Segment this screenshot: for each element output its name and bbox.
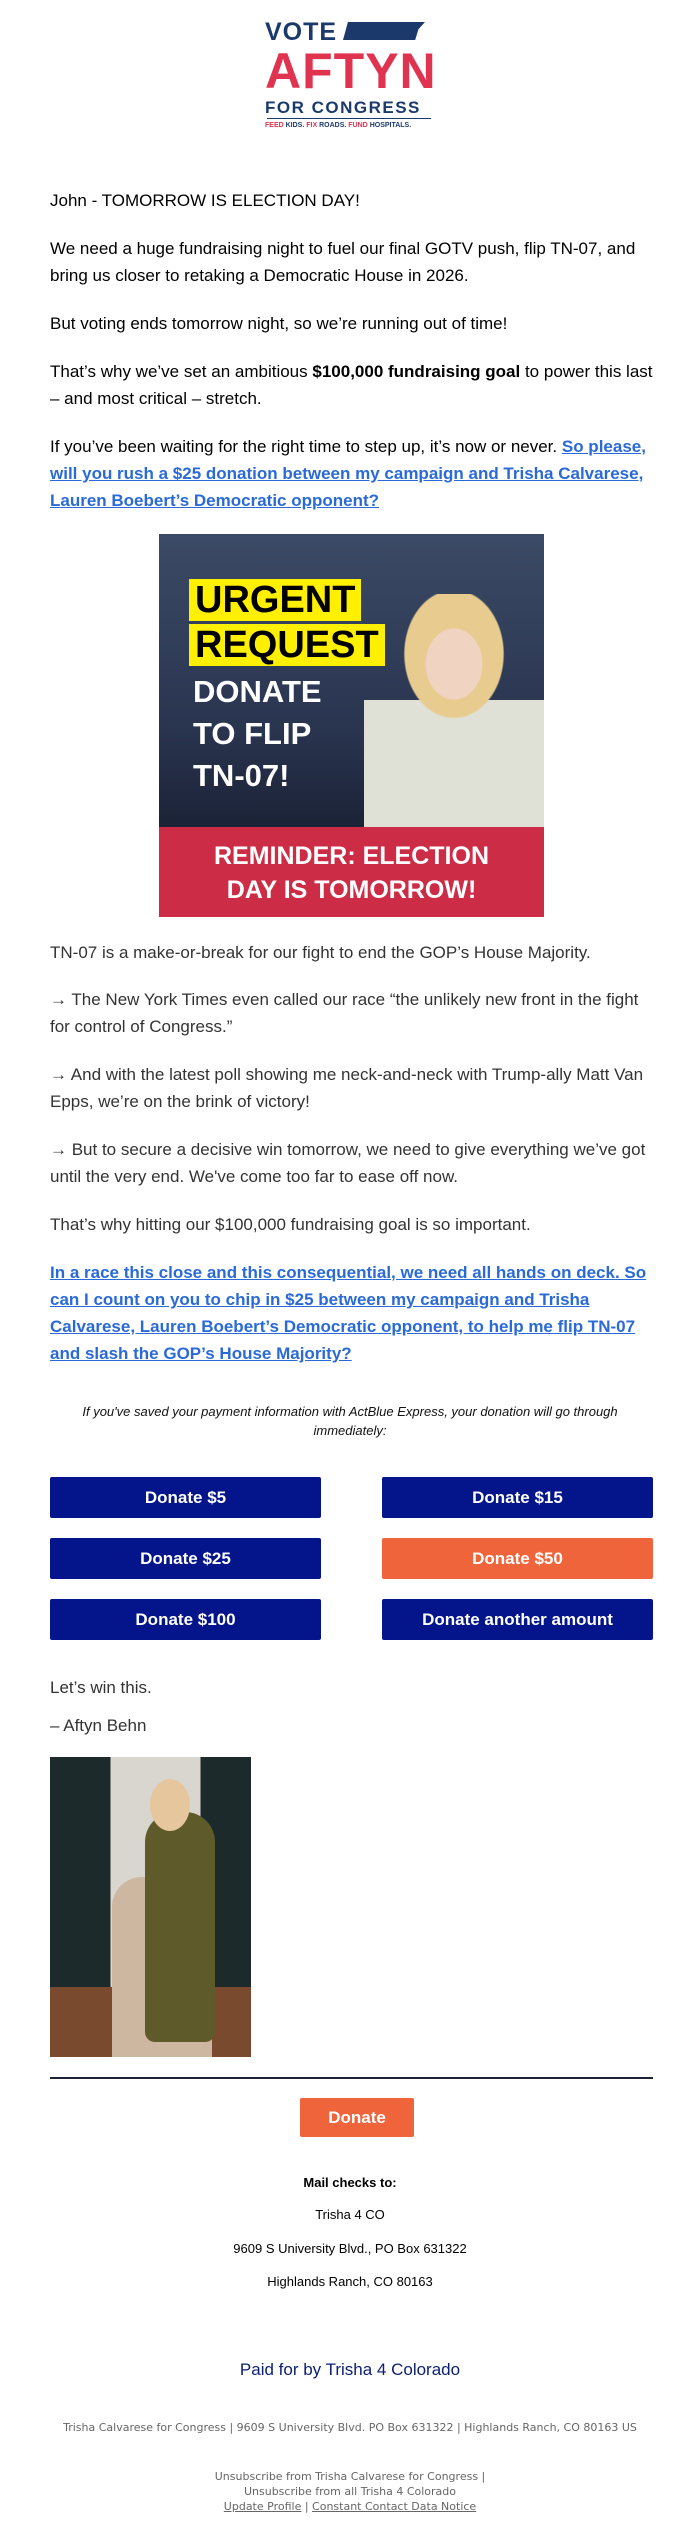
paragraph-8: → But to secure a decisive win tomorrow,… xyxy=(50,1140,646,1186)
hero-text: URGENT xyxy=(189,579,362,621)
logo-vote: VOTE xyxy=(265,18,338,46)
mail-checks-label: Mail checks to: xyxy=(303,2175,397,2190)
hero-text: TN-07! xyxy=(193,758,290,793)
greeting: John - TOMORROW IS ELECTION DAY! xyxy=(50,191,360,210)
hero-text: TO FLIP xyxy=(193,716,312,751)
candidate-portrait xyxy=(364,594,544,829)
mail-recipient: Trisha 4 CO xyxy=(315,2207,385,2222)
paragraph-3: That’s why we’ve set an ambitious $100,0… xyxy=(50,362,653,408)
donate-5-button[interactable]: Donate $5 xyxy=(50,1477,321,1518)
donate-15-button[interactable]: Donate $15 xyxy=(382,1477,653,1518)
reminder-band: REMINDER: ELECTION DAY IS TOMORROW! xyxy=(159,827,544,917)
donate-100-button[interactable]: Donate $100 xyxy=(50,1599,321,1640)
paragraph-2: But voting ends tomorrow night, so we’re… xyxy=(50,314,508,333)
logo-rule xyxy=(267,118,431,119)
footer-links: Unsubscribe from Trisha Calvarese for Co… xyxy=(214,2470,486,2513)
chip-in-link[interactable]: In a race this close and this consequent… xyxy=(50,1263,647,1363)
donate-25-button[interactable]: Donate $25 xyxy=(50,1538,321,1579)
candidate-photo xyxy=(50,1757,251,2057)
signature: – Aftyn Behn xyxy=(50,1716,147,1735)
footer-address: Trisha Calvarese for Congress | 9609 S U… xyxy=(63,2421,637,2434)
donate-button[interactable]: Donate xyxy=(300,2098,414,2137)
logo-tagline: FEED KIDS. FIX ROADS. FUND HOSPITALS. xyxy=(265,122,412,129)
unsubscribe-all-link[interactable]: Unsubscribe from all Trisha 4 Colorado xyxy=(243,2485,457,2498)
campaign-logo: VOTE AFTYN FOR CONGRESS FEED KIDS. FIX R… xyxy=(265,18,437,130)
paragraph-5: TN-07 is a make-or-break for our fight t… xyxy=(50,943,591,962)
divider xyxy=(50,2077,653,2079)
hero-text: REQUEST xyxy=(189,624,385,666)
donate-50-button[interactable]: Donate $50 xyxy=(382,1538,653,1579)
data-notice-link[interactable]: Constant Contact Data Notice xyxy=(312,2500,477,2513)
logo-for-congress: FOR CONGRESS xyxy=(265,98,421,117)
actblue-note: If you've saved your payment information… xyxy=(82,1404,618,1438)
paragraph-6: → The New York Times even called our rac… xyxy=(50,990,639,1036)
paragraph-9: That’s why hitting our $100,000 fundrais… xyxy=(50,1215,531,1234)
paragraph-1: We need a huge fundraising night to fuel… xyxy=(50,239,636,285)
mail-address: 9609 S University Blvd., PO Box 631322 xyxy=(233,2241,467,2256)
donate-link[interactable]: So please, will you rush a $25 donation … xyxy=(50,437,646,510)
paragraph-10: In a race this close and this consequent… xyxy=(50,1259,655,1367)
urgent-request-banner-image[interactable]: URGENT REQUEST DONATE TO FLIP TN-07! REM… xyxy=(159,534,544,917)
donate-other-amount-button[interactable]: Donate another amount xyxy=(382,1599,653,1640)
logo-name: AFTYN xyxy=(265,43,437,99)
update-profile-link[interactable]: Update Profile xyxy=(223,2500,302,2513)
paragraph-4: If you’ve been waiting for the right tim… xyxy=(50,437,646,510)
hero-text: DONATE xyxy=(193,674,322,709)
paragraph-7: → And with the latest poll showing me ne… xyxy=(50,1065,644,1111)
paid-for-disclaimer: Paid for by Trisha 4 Colorado xyxy=(239,2360,461,2379)
tennessee-shape-icon xyxy=(343,22,425,40)
mail-city: Highlands Ranch, CO 80163 xyxy=(267,2274,433,2289)
closing: Let’s win this. xyxy=(50,1678,152,1697)
unsubscribe-link[interactable]: Unsubscribe from Trisha Calvarese for Co… xyxy=(214,2470,479,2483)
